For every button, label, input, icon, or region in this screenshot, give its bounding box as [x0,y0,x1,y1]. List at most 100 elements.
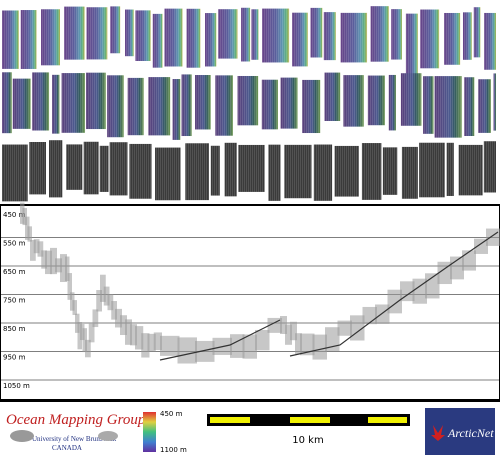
swath-texture [323,12,336,61]
swath-texture [462,12,472,60]
group-name: Ocean Mapping Group [6,412,146,428]
profile-block [375,304,390,324]
swath-texture [2,10,19,69]
profile-block [400,281,415,302]
profile-block [387,289,402,314]
swath-texture [61,73,86,133]
swath-texture [324,72,341,121]
profile-block [55,258,62,273]
swath-texture [129,143,152,199]
profile-block [50,247,57,275]
swath-texture [401,146,418,199]
swath-texture [284,144,312,199]
profile-block [125,319,132,345]
swath-texture [302,79,321,134]
footer: Ocean Mapping Group University of New Br… [0,400,500,455]
profile-block [41,250,47,269]
profile-block [45,250,52,275]
swath-texture [195,75,211,130]
swath-texture [420,9,440,69]
swath-texture [29,142,46,195]
profile-block [474,238,488,254]
logo-shape [10,430,34,442]
profile-block [96,290,102,312]
swath-texture [185,143,209,201]
swath-texture [268,144,281,201]
scale-segment [368,417,407,423]
swath-texture [340,12,368,63]
profile-block [82,328,87,353]
swath-texture [224,142,237,197]
profile-block [135,326,144,350]
swath-texture [99,145,109,192]
profile-block [60,254,67,283]
swath-texture [478,79,491,133]
swath-texture [473,7,481,58]
profile-block [285,324,292,345]
swath-texture [458,144,483,196]
country: CANADA [52,444,82,452]
swath-texture [12,78,31,129]
scale-label: 10 km [292,435,323,446]
swath-texture [237,75,259,126]
swath-texture [280,77,298,129]
swath-texture [127,77,144,136]
swath-texture [310,7,323,58]
profile-block [20,202,25,224]
profile-block [33,239,40,254]
profile-block [77,322,82,350]
profile-block [107,294,114,311]
swath-texture [370,6,389,62]
profile-block [80,324,85,341]
swath-texture [181,74,192,137]
profile-block [103,286,110,306]
profile-block [462,250,476,271]
profile-block [25,216,30,240]
depth-label: 1050 m [3,382,30,390]
swath-texture [391,9,402,60]
profile-block [312,334,327,360]
swath-texture [152,13,163,68]
swath-texture [313,144,333,201]
scale-segment [210,417,250,423]
profile-block [65,256,70,282]
swath-texture [419,142,445,198]
swath-texture [361,143,382,200]
swath-texture [164,8,183,67]
profile-block [362,306,377,325]
profile-block [115,308,122,328]
profile-block [412,278,427,304]
depth-label: 450 m [3,211,26,219]
swath-texture [434,76,462,138]
seafloor-trace [159,231,499,361]
logo-shape [98,431,118,441]
swath-texture [292,12,308,67]
swath-texture [125,9,134,57]
swath-texture [218,9,238,59]
swath-texture [241,7,251,62]
swath-texture [86,7,108,60]
profile-block [153,332,162,351]
swath-texture [49,140,63,198]
swath-texture [464,77,475,137]
profile-block [147,333,156,352]
swath-texture [382,147,398,195]
swath-texture [261,79,278,130]
colorbar [143,412,156,452]
profile-block [70,292,75,311]
profile-block [37,241,44,257]
swath-texture [493,73,496,131]
swath-texture [423,76,434,134]
profile-block [160,335,180,356]
profile-block [72,300,77,315]
partner-name: ArcticNet [447,426,494,440]
profile-block [88,323,95,343]
profile-block [337,320,352,336]
profile-block [230,334,245,358]
swath-texture [446,142,454,196]
profile-block [67,273,72,300]
swath-texture [148,77,171,136]
swath-texture [367,75,385,126]
profile-block [486,228,500,246]
maple-leaf [431,425,445,441]
